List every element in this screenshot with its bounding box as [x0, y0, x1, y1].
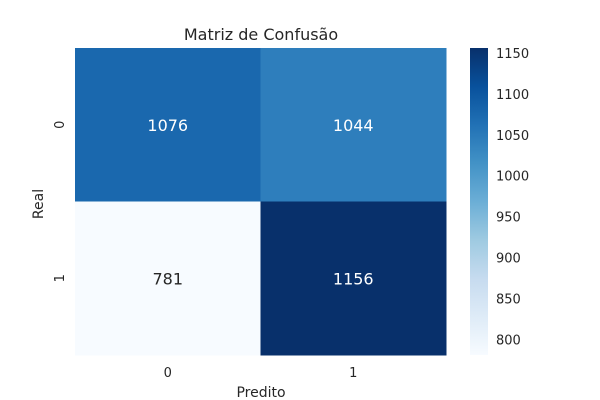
- chart-title: Matriz de Confusão: [184, 25, 338, 44]
- colorbar-tick-label: 1100: [496, 88, 529, 103]
- heatmap-cell-0-0: [75, 48, 261, 202]
- colorbar-tick-label: 1150: [496, 47, 529, 62]
- cell-value-label: 1156: [333, 269, 374, 288]
- x-axis-label: Predito: [236, 385, 285, 400]
- heatmap-cell-0-1: [260, 48, 447, 202]
- colorbar-tick-label: 800: [496, 333, 521, 348]
- cell-value-label: 1044: [333, 116, 374, 135]
- colorbar-tick-labels: 800 850 900 950 1000 1050 1100 1150: [496, 47, 529, 349]
- heatmap-cell-1-0: [75, 201, 261, 356]
- y-tick-labels: 01: [53, 121, 68, 283]
- x-tick-label: 0: [164, 366, 172, 381]
- x-tick-label: 1: [349, 366, 357, 381]
- cell-value-label: 781: [152, 269, 183, 288]
- colorbar-tick-label: 950: [496, 211, 521, 226]
- y-tick-label: 1: [53, 274, 68, 282]
- colorbar-tick-label: 850: [496, 293, 521, 308]
- y-axis-label: Real: [31, 189, 47, 219]
- cell-value-label: 1076: [147, 116, 188, 135]
- colorbar-tick-label: 1050: [496, 129, 529, 144]
- colorbar-tick-label: 900: [496, 252, 521, 267]
- colorbar: [470, 48, 488, 355]
- heatmap-cells: 1076 1044 781 1156: [75, 48, 447, 356]
- y-tick-label: 0: [53, 121, 68, 129]
- heatmap-cell-1-1: [260, 201, 447, 356]
- colorbar-tick-label: 1000: [496, 170, 529, 185]
